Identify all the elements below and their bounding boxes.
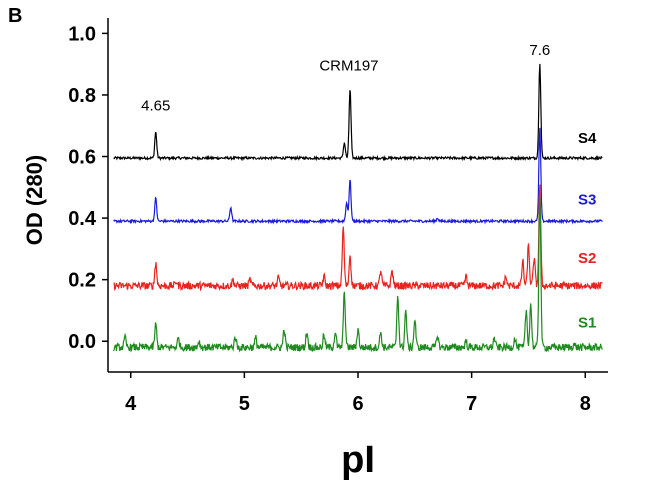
x-tick-label: 4: [125, 393, 137, 415]
y-tick-label: 1.0: [68, 23, 96, 45]
y-tick-label: 0.0: [68, 331, 96, 353]
y-tick-label: 0.4: [68, 208, 97, 230]
y-tick-label: 0.8: [68, 85, 96, 107]
y-axis-label: OD (280): [22, 155, 47, 245]
panel-label: B: [8, 5, 22, 27]
x-tick-label: 6: [352, 393, 363, 415]
series-label-s4: S4: [578, 130, 597, 147]
plot-area: 0.0 0.2 0.4 0.6 0.8 1.0 4 5 6 7 8 S4 S3 S2 S1 4.65 CRM19…: [68, 18, 608, 415]
x-tick-label: 8: [580, 393, 591, 415]
x-tick-label: 7: [466, 393, 477, 415]
y-tick-label: 0.2: [68, 270, 96, 292]
series-line-s2: [113, 184, 603, 292]
series-label-s1: S1: [578, 315, 596, 332]
x-tick-label: 5: [239, 393, 250, 415]
y-tick-label: 0.6: [68, 147, 96, 169]
peak-annotation: 4.65: [141, 97, 170, 114]
peak-annotation: 7.6: [529, 42, 550, 59]
x-axis-label: pI: [341, 439, 375, 481]
series-label-s3: S3: [578, 192, 596, 209]
series-line-s4: [113, 63, 603, 162]
peak-annotation: CRM197: [319, 57, 378, 74]
series-label-s2: S2: [578, 250, 596, 267]
series-line-s3: [113, 127, 603, 225]
series-line-s1: [113, 197, 603, 353]
